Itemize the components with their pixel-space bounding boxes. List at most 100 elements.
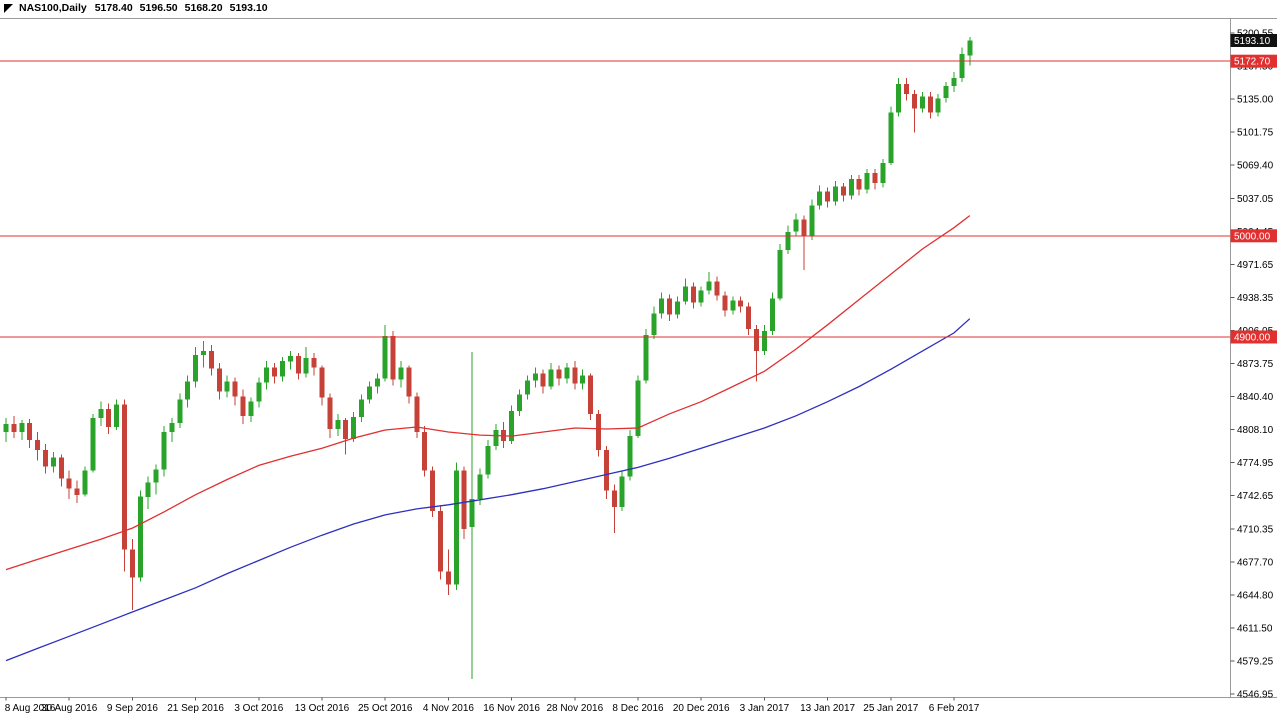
candle-body	[809, 205, 815, 236]
candle-body	[588, 375, 594, 414]
candle-body	[27, 422, 33, 441]
price-tick-label: 4644.80	[1237, 590, 1274, 601]
candle-body	[714, 281, 720, 296]
candle-body	[122, 404, 127, 550]
candle-body	[295, 356, 301, 374]
candle-body	[343, 419, 349, 440]
date-tick-label: 20 Dec 2016	[673, 703, 730, 714]
date-tick-label: 8 Dec 2016	[612, 703, 664, 714]
ma-fast-red-line	[5, 215, 971, 571]
candle-body	[469, 498, 475, 528]
candle-body	[556, 369, 562, 379]
date-tick-label: 6 Feb 2017	[929, 703, 980, 714]
candle-body	[572, 367, 578, 384]
date-tick-label: 9 Sep 2016	[107, 703, 159, 714]
price-badge-label: 5000.00	[1234, 231, 1271, 242]
candle-body	[611, 490, 617, 507]
candle-body	[280, 361, 285, 377]
candle-body	[935, 98, 941, 113]
candle-body	[90, 417, 96, 471]
candle-body	[74, 488, 80, 495]
candle-body	[311, 358, 317, 368]
date-tick-label: 8 Aug 2016	[5, 703, 56, 714]
candle-body	[82, 470, 88, 495]
candle-body	[722, 295, 728, 311]
candle-body	[643, 334, 649, 381]
candle-body	[761, 330, 767, 352]
candle-body	[319, 367, 325, 398]
candle-body	[414, 396, 420, 432]
price-tick-label: 4840.40	[1237, 392, 1274, 403]
date-tick-label: 3 Oct 2016	[234, 703, 283, 714]
candle-body	[335, 419, 341, 429]
candle-body	[327, 397, 333, 429]
candle-body	[129, 549, 135, 578]
candle-body	[106, 408, 112, 427]
candle-body	[651, 313, 657, 335]
candle-body	[3, 423, 9, 432]
date-tick-label: 21 Sep 2016	[167, 703, 224, 714]
candle-body	[801, 219, 807, 236]
candle-body	[675, 301, 680, 315]
candle-body	[730, 300, 736, 311]
symbol-timeframe-label: NAS100,Daily	[19, 2, 87, 14]
candle-body	[398, 367, 404, 380]
price-tick-label: 4971.65	[1237, 260, 1274, 271]
price-tick-label: 5037.05	[1237, 194, 1274, 205]
price-level-lines[interactable]	[0, 60, 1230, 338]
candle-body	[169, 422, 175, 432]
candle-body	[477, 474, 483, 499]
quote-high: 5196.50	[139, 2, 178, 14]
candle-body	[35, 440, 41, 451]
candle-body	[493, 430, 499, 447]
candle-body	[485, 446, 491, 475]
candle-body	[43, 450, 48, 467]
candle-body	[690, 286, 696, 303]
date-tick-label: 3 Jan 2017	[740, 703, 790, 714]
price-badge	[1230, 54, 1277, 68]
candle-body	[635, 380, 641, 436]
candle-body	[619, 476, 625, 507]
price-badge-label: 5193.10	[1234, 36, 1271, 47]
candle-body	[137, 496, 143, 578]
price-badge	[1230, 330, 1277, 344]
candle-body	[912, 94, 917, 109]
candle-body	[548, 369, 554, 387]
candle-body	[833, 186, 838, 202]
candle-body	[896, 84, 902, 113]
price-tick-label: 4873.75	[1237, 359, 1274, 370]
candle-body	[817, 191, 823, 206]
candle-body	[580, 375, 586, 384]
candle-body	[185, 381, 191, 400]
candle-body	[959, 53, 965, 79]
candle-body	[264, 367, 270, 383]
candle-body	[11, 423, 17, 432]
candle-body	[19, 422, 25, 432]
price-tick-label: 5101.75	[1237, 128, 1274, 139]
candle-body	[161, 432, 167, 470]
window-menu-icon[interactable]	[4, 3, 13, 13]
candle-body	[943, 86, 949, 99]
price-tick-label: 4677.70	[1237, 557, 1274, 568]
date-tick-label: 16 Nov 2016	[483, 703, 540, 714]
candle-body	[667, 298, 673, 315]
candle-body	[785, 231, 791, 250]
price-tick-label: 4611.50	[1237, 623, 1273, 634]
price-tick-label: 4742.65	[1237, 491, 1274, 502]
candle-body	[98, 408, 104, 418]
candle-body	[58, 457, 64, 479]
candle-body	[706, 281, 712, 291]
price-axis[interactable]: 5200.555167.505135.005101.755069.405037.…	[1230, 29, 1274, 701]
chart-title-bar: NAS100,Daily 5178.40 5196.50 5168.20 519…	[4, 2, 275, 14]
candle-body	[287, 356, 293, 362]
price-badge-label: 4900.00	[1234, 333, 1271, 344]
candle-body	[919, 96, 925, 109]
candle-body	[272, 367, 278, 377]
candle-body	[517, 394, 522, 411]
candle-body	[754, 328, 759, 352]
price-badge	[1230, 34, 1277, 47]
candle-body	[390, 335, 396, 380]
candle-body	[825, 191, 831, 202]
